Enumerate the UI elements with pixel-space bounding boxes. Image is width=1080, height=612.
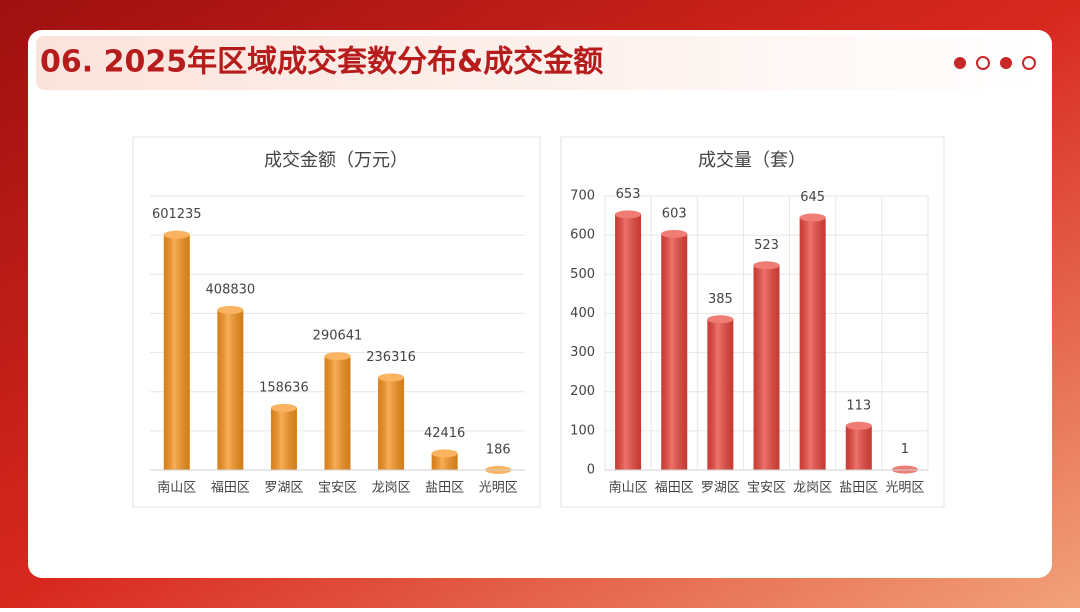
bar-shade — [754, 265, 780, 470]
value-label: 603 — [662, 206, 687, 221]
chart-title: 成交金额（万元） — [264, 150, 408, 171]
x-tick-label: 罗湖区 — [264, 481, 303, 496]
x-tick-label: 南山区 — [609, 480, 648, 496]
bar-cap-light — [800, 214, 826, 222]
value-label: 42416 — [424, 426, 465, 441]
bar-shade — [378, 377, 404, 470]
x-tick-label: 福田区 — [655, 481, 694, 496]
value-label: 158636 — [259, 380, 309, 395]
value-label: 523 — [754, 238, 779, 253]
bar-shade — [615, 214, 641, 470]
value-label: 236316 — [366, 350, 416, 365]
bar-shade — [164, 235, 190, 470]
y-tick-label: 500 — [570, 267, 595, 282]
value-label: 601235 — [152, 207, 202, 222]
x-tick-label: 盐田区 — [425, 481, 464, 496]
value-label: 113 — [846, 398, 871, 413]
x-tick-label: 龙岗区 — [372, 481, 411, 496]
bar-shade — [707, 319, 733, 470]
bar-cap-light — [754, 261, 780, 269]
dot — [954, 57, 966, 69]
bar-cap-light — [432, 449, 458, 457]
y-tick-label: 100 — [570, 423, 595, 438]
bar-shade — [325, 356, 351, 470]
bar-cap-light — [378, 373, 404, 381]
bar-shade — [846, 426, 872, 470]
bar-cap-light — [217, 306, 243, 314]
value-label: 645 — [800, 190, 825, 205]
value-label: 408830 — [206, 282, 256, 297]
value-label: 653 — [616, 187, 641, 202]
value-label: 385 — [708, 292, 733, 307]
x-tick-label: 罗湖区 — [701, 481, 740, 496]
y-tick-label: 600 — [570, 228, 595, 243]
bar-cap-light — [846, 422, 872, 430]
x-tick-label: 福田区 — [211, 481, 250, 496]
y-tick-label: 300 — [570, 345, 595, 360]
x-tick-label: 南山区 — [157, 480, 196, 496]
bar-cap-light — [707, 315, 733, 323]
y-tick-label: 0 — [587, 463, 595, 478]
x-tick-label: 盐田区 — [839, 481, 878, 496]
y-tick-label: 400 — [570, 306, 595, 321]
bar-shade — [800, 218, 826, 470]
y-tick-label: 200 — [570, 384, 595, 399]
value-label: 290641 — [313, 329, 363, 344]
bar-cap-light — [615, 210, 641, 218]
x-tick-label: 宝安区 — [318, 481, 357, 496]
x-tick-label: 光明区 — [479, 481, 518, 496]
bar-cap-light — [271, 404, 297, 412]
y-tick-label: 700 — [570, 189, 595, 204]
dot — [1000, 57, 1012, 69]
bar-shade — [661, 234, 687, 470]
value-label: 186 — [486, 442, 511, 457]
dot — [1023, 57, 1035, 69]
x-tick-label: 光明区 — [885, 481, 924, 496]
x-tick-label: 宝安区 — [747, 481, 786, 496]
x-tick-label: 龙岗区 — [793, 481, 832, 496]
bar-cap-light — [164, 231, 190, 239]
bar-cap-light — [325, 352, 351, 360]
chart-title: 成交量（套） — [698, 150, 806, 171]
bar-shade — [271, 408, 297, 470]
bar-cap-light — [661, 230, 687, 238]
slide-title: 06. 2025年区域成交套数分布&成交金额 — [40, 45, 603, 80]
value-label: 1 — [901, 442, 909, 457]
bar-shade — [217, 310, 243, 470]
dot — [977, 57, 989, 69]
